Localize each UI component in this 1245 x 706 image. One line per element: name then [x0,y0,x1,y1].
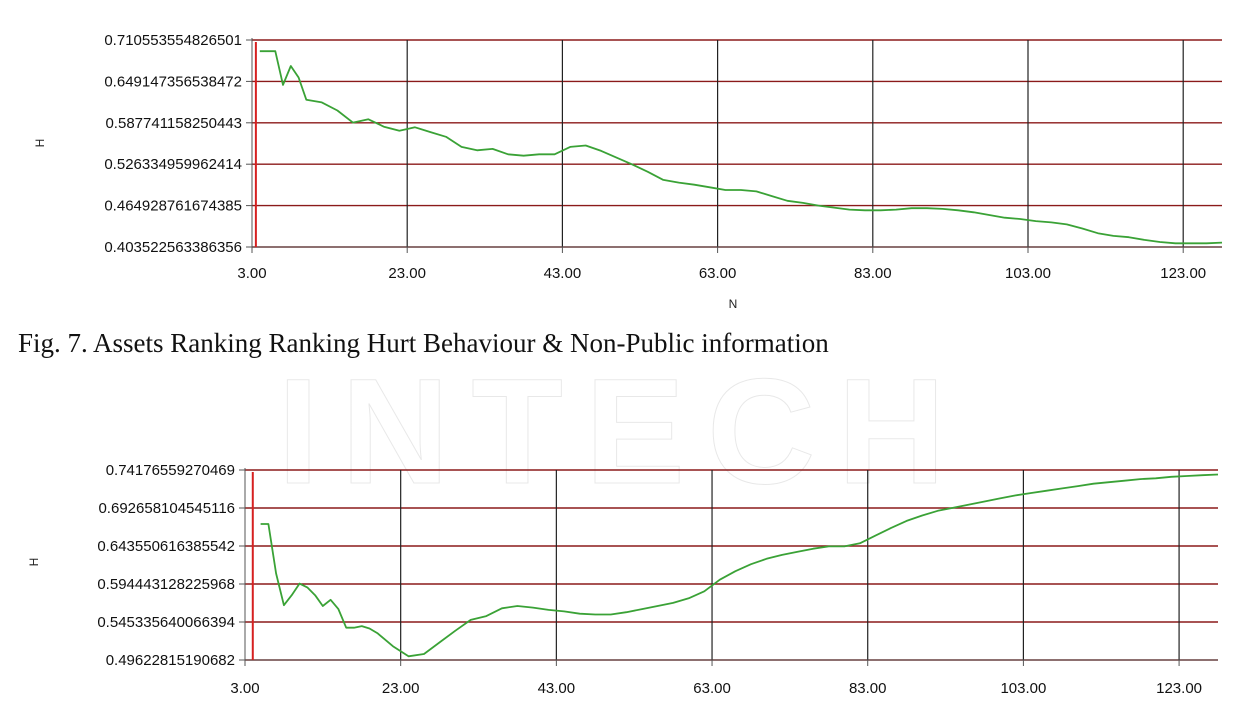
watermark-logo: INTECH [277,347,968,516]
y-tick-label: 0.49622815190682 [106,652,235,669]
y-tick-label: 0.649147356538472 [104,73,242,90]
y-tick-label: 0.587741158250443 [105,115,242,132]
y-axis-label: H [33,139,47,148]
x-tick-label: 103.00 [1005,265,1051,282]
x-tick-label: 123.00 [1156,680,1202,697]
figure-caption: Fig. 7. Assets Ranking Ranking Hurt Beha… [18,328,829,358]
y-tick-label: 0.403522563386356 [104,239,242,256]
x-tick-label: 43.00 [538,680,576,697]
y-tick-label: 0.643550616385542 [97,538,235,555]
y-tick-label: 0.74176559270469 [106,462,235,479]
x-tick-label: 43.00 [544,265,582,282]
y-tick-label: 0.526334959962414 [104,156,242,173]
y-tick-label: 0.710553554826501 [104,32,242,49]
x-tick-label: 63.00 [699,265,737,282]
y-axis-label: H [27,558,41,567]
x-tick-label: 23.00 [388,265,426,282]
series-line [260,473,1219,658]
y-tick-label: 0.464928761674385 [104,198,242,215]
x-axis-label: N [729,297,738,311]
x-tick-label: 83.00 [854,265,892,282]
y-tick-label: 0.594443128225968 [97,576,235,593]
x-tick-label: 63.00 [693,680,731,697]
y-tick-label: 0.545335640066394 [97,614,235,631]
chart-second-plot: 0.49622815190682 0.545335640066394 0.59444… [27,462,1219,697]
x-tick-label: 3.00 [237,265,266,282]
x-tick-label: 83.00 [849,680,887,697]
x-tick-label: 3.00 [230,680,259,697]
series-line [259,50,1223,245]
x-tick-label: 123.00 [1160,265,1206,282]
chart-hurt-behaviour: 0.403522563386356 0.464928761674385 0.5263… [33,32,1223,311]
y-tick-label: 0.692658104545116 [98,500,235,517]
x-tick-label: 23.00 [382,680,420,697]
x-tick-label: 103.00 [1000,680,1046,697]
